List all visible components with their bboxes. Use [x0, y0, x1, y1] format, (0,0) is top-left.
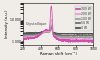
- X-axis label: Raman shift (cm⁻¹): Raman shift (cm⁻¹): [40, 52, 77, 56]
- Y-axis label: Intensity (a.u.): Intensity (a.u.): [5, 9, 9, 38]
- Text: Crystallique: Crystallique: [26, 22, 47, 34]
- Legend: 300 W, 200 W, 100 W, 50 W, 0 W: 300 W, 200 W, 100 W, 50 W, 0 W: [75, 6, 92, 31]
